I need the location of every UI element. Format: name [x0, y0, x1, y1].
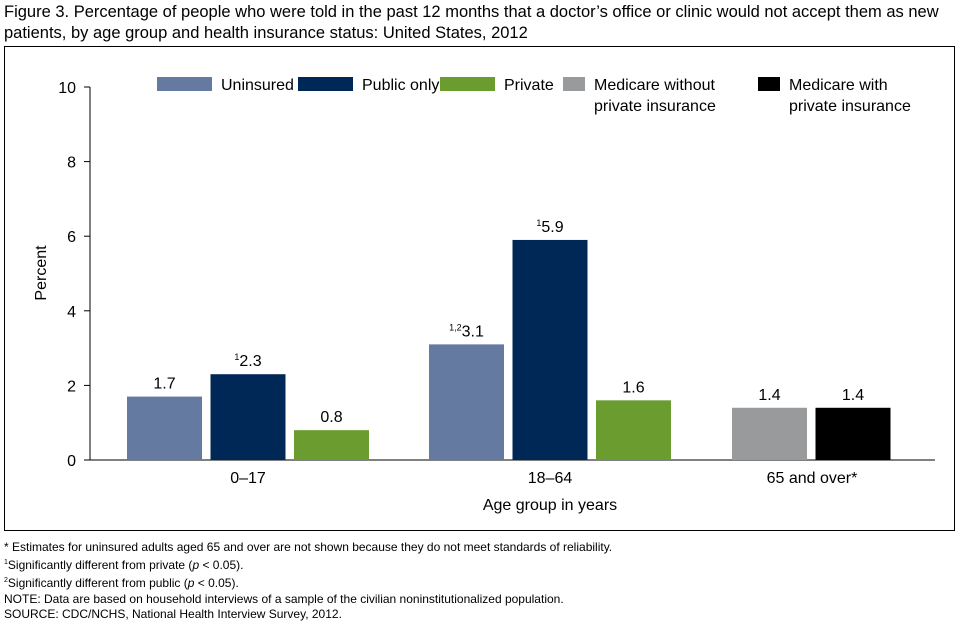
x-tick-label: 65 and over*: [767, 470, 858, 487]
note-footnote-1: 1Significantly different from private (p…: [4, 558, 244, 573]
y-axis-label: Percent: [33, 245, 50, 301]
bar-private: [294, 430, 369, 460]
bar-uninsured: [429, 344, 504, 460]
legend-swatch: [758, 77, 780, 91]
legend-swatch: [298, 77, 353, 91]
legend-swatch: [563, 77, 585, 91]
bar-public-only: [210, 374, 286, 460]
note-asterisk: * Estimates for uninsured adults aged 65…: [4, 540, 613, 554]
y-tick-label: 10: [58, 80, 76, 97]
data-label: 0.8: [320, 409, 342, 426]
bar-public-only: [512, 239, 588, 460]
data-label: 1.4: [758, 387, 780, 404]
data-label: 1.7: [153, 376, 175, 393]
bar-uninsured: [127, 396, 202, 460]
data-label: 1,23.1: [449, 322, 484, 340]
data-label: 1.6: [622, 379, 644, 396]
note-data: NOTE: Data are based on household interv…: [4, 591, 564, 606]
legend-label: Private: [504, 77, 554, 94]
y-tick-label: 6: [67, 229, 76, 246]
x-tick-label: 18–64: [528, 470, 573, 487]
legend-label: Medicare with: [789, 77, 888, 94]
data-label: 1.4: [842, 387, 864, 404]
note-footnote-2: 2Significantly different from public (p …: [4, 576, 239, 591]
legend-label: Medicare without: [594, 77, 716, 94]
bar-private: [596, 400, 671, 460]
y-tick-label: 2: [67, 378, 76, 395]
legend-swatch: [440, 77, 495, 91]
y-tick-label: 0: [67, 453, 76, 470]
chart-frame: [4, 46, 955, 531]
y-tick-label: 4: [67, 304, 76, 321]
legend-label: private insurance: [789, 98, 911, 115]
bar-medicare-without-private-insurance: [732, 407, 807, 460]
bar-medicare-with-private-insurance: [815, 407, 891, 460]
legend-label: private insurance: [594, 98, 716, 115]
data-label: 12.3: [234, 352, 261, 370]
note-source: SOURCE: CDC/NCHS, National Health Interv…: [4, 606, 342, 621]
x-axis-label: Age group in years: [483, 497, 617, 514]
x-tick-label: 0–17: [230, 470, 266, 487]
figure-title: Figure 3. Percentage of people who were …: [4, 3, 939, 42]
data-label: 15.9: [536, 218, 563, 236]
legend-label: Uninsured: [221, 77, 294, 94]
y-tick-label: 8: [67, 155, 76, 172]
legend-swatch: [157, 77, 212, 91]
legend-label: Public only: [362, 77, 439, 94]
footnotes: * Estimates for uninsured adults aged 65…: [4, 540, 612, 622]
